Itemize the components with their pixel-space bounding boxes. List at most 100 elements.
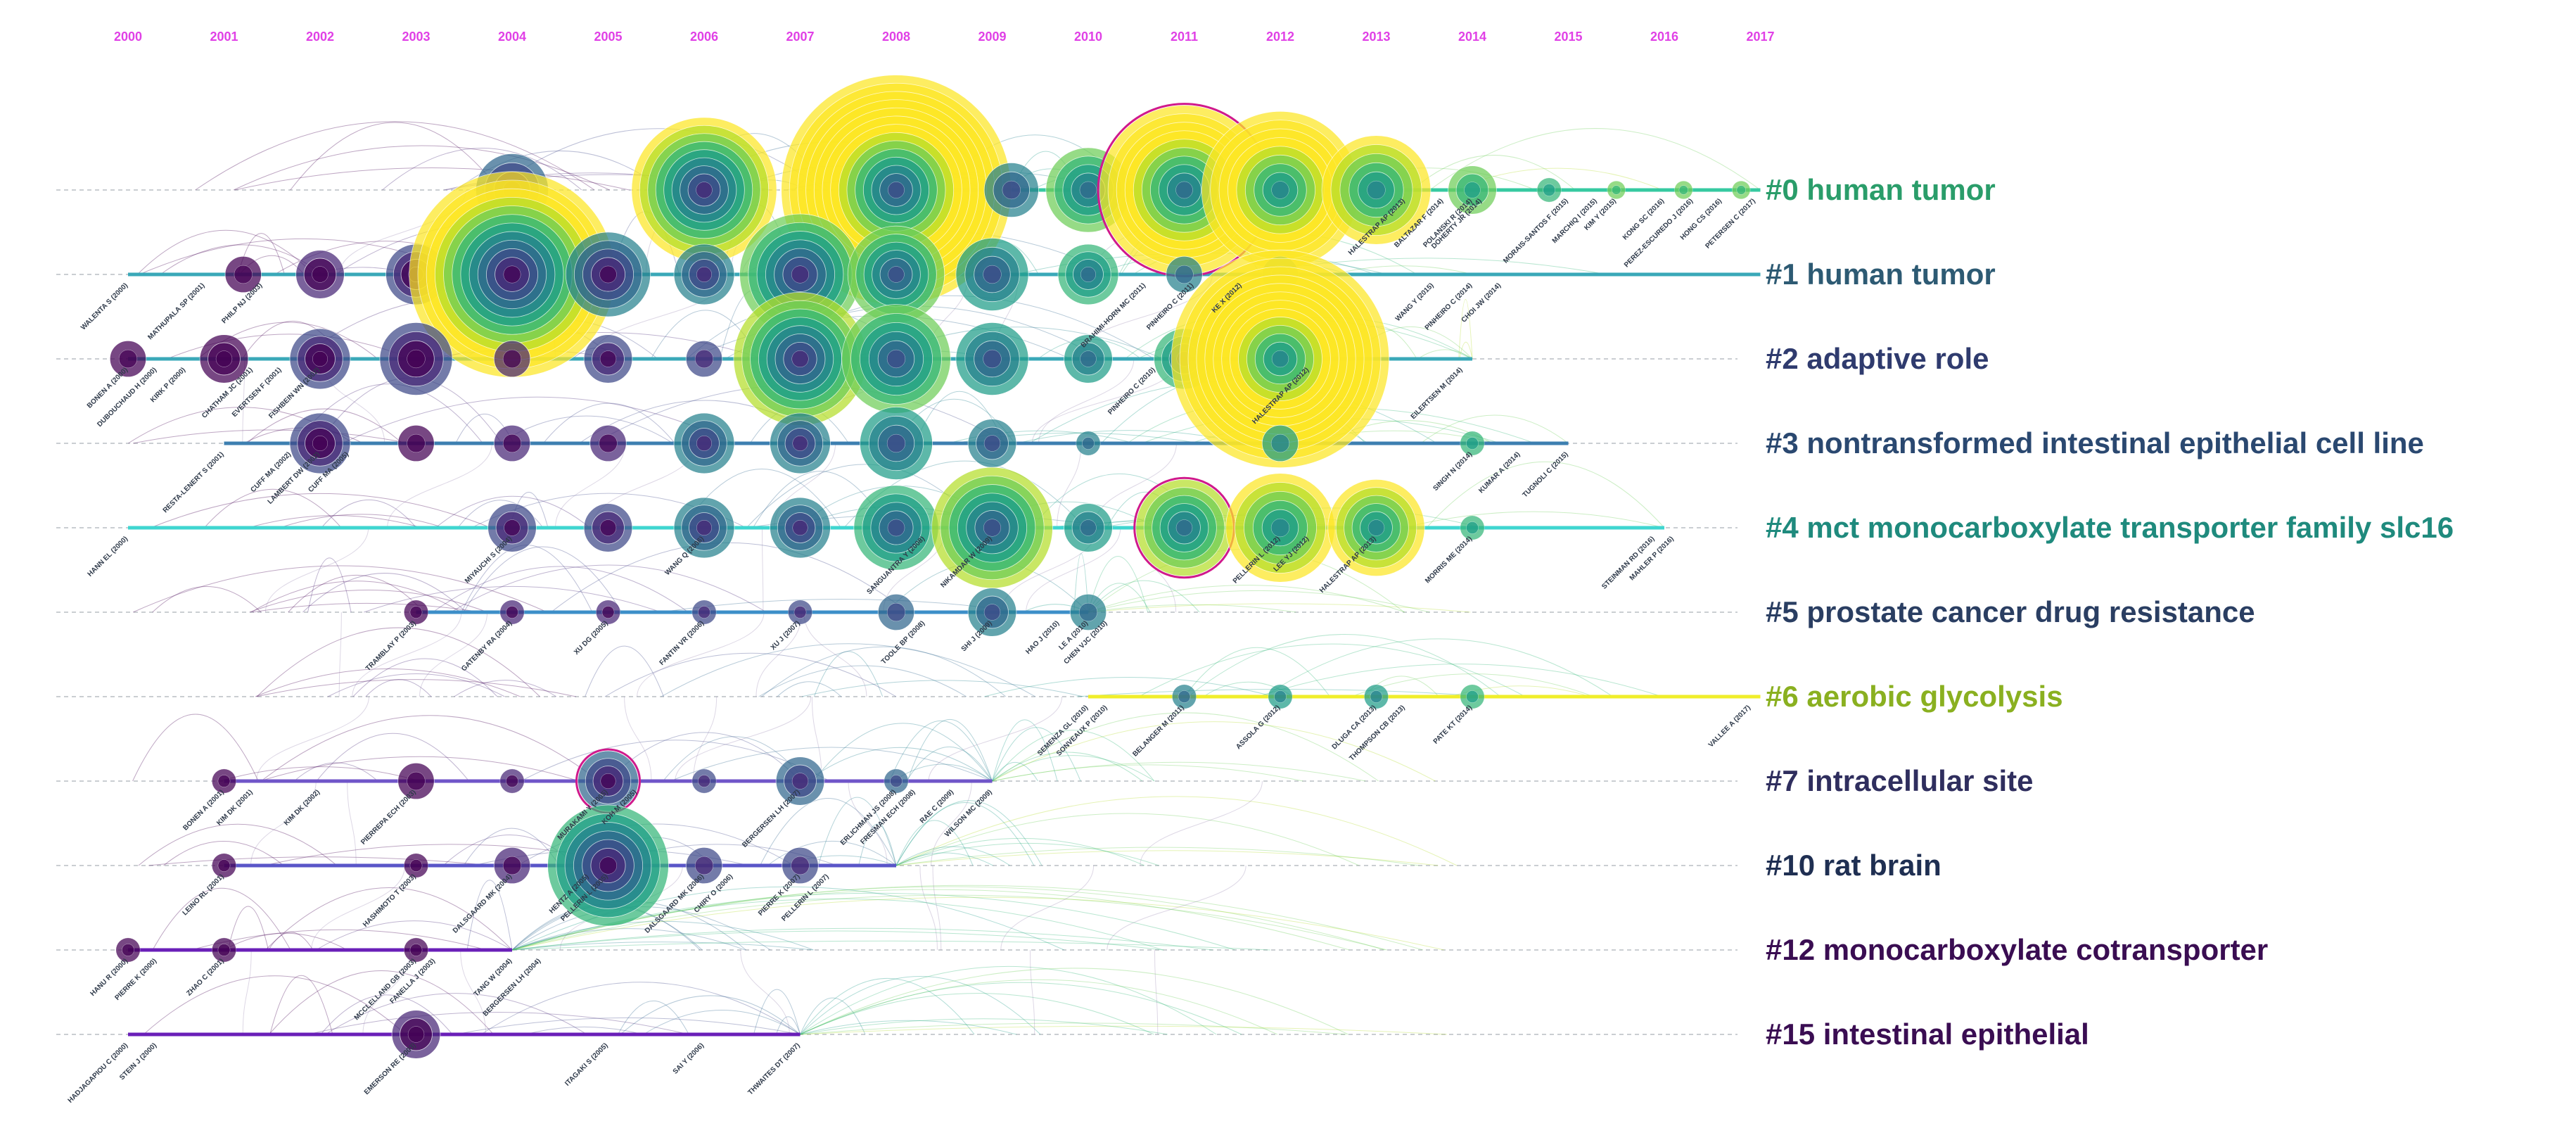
citation-node[interactable] bbox=[409, 171, 616, 378]
cluster-label[interactable]: #6 aerobic glycolysis bbox=[1766, 680, 2063, 713]
citation-node[interactable] bbox=[289, 328, 351, 390]
author-label[interactable]: HASHIMOTO T (2003) bbox=[362, 873, 418, 929]
author-label[interactable]: FANTIN VR (2006) bbox=[658, 619, 706, 667]
author-label[interactable]: XU J (2007) bbox=[770, 619, 802, 652]
citation-node[interactable] bbox=[547, 804, 669, 927]
author-label[interactable]: TRAMBLAY P (2003) bbox=[364, 619, 418, 673]
citation-node[interactable] bbox=[109, 340, 147, 378]
citation-node[interactable] bbox=[860, 407, 933, 481]
citation-node[interactable] bbox=[499, 600, 525, 625]
author-label[interactable]: RESTA-LENERT S (2001) bbox=[162, 450, 226, 514]
citation-node[interactable] bbox=[782, 847, 819, 885]
citation-node[interactable] bbox=[1607, 180, 1626, 200]
author-label[interactable]: SAI Y (2006) bbox=[672, 1041, 706, 1075]
author-label[interactable]: ITAGAKI S (2005) bbox=[563, 1041, 609, 1087]
citation-node[interactable] bbox=[499, 768, 525, 794]
citation-node[interactable] bbox=[955, 237, 1029, 311]
author-label[interactable]: BELANGER M (2011) bbox=[1131, 704, 1185, 758]
citation-node[interactable] bbox=[404, 937, 428, 963]
citation-node[interactable] bbox=[583, 334, 633, 384]
citation-node[interactable] bbox=[1261, 424, 1299, 462]
citation-node[interactable] bbox=[630, 116, 778, 264]
citation-node[interactable] bbox=[289, 412, 351, 474]
citation-node[interactable] bbox=[1732, 180, 1751, 200]
citation-node[interactable] bbox=[673, 243, 735, 305]
citation-node[interactable] bbox=[1172, 684, 1197, 709]
citation-node[interactable] bbox=[295, 250, 345, 299]
cluster-label[interactable]: #4 mct monocarboxylate transporter famil… bbox=[1766, 511, 2454, 544]
citation-node[interactable] bbox=[115, 937, 141, 963]
author-label[interactable]: WANG Y (2015) bbox=[1394, 281, 1436, 323]
citation-node[interactable] bbox=[673, 412, 735, 474]
citation-node[interactable] bbox=[565, 232, 651, 317]
citation-node[interactable] bbox=[397, 424, 435, 462]
author-label[interactable]: DALSGAARD MK (2004) bbox=[452, 873, 514, 934]
author-label[interactable]: WALENTA S (2000) bbox=[79, 281, 129, 331]
citation-node[interactable] bbox=[967, 419, 1017, 468]
author-label[interactable]: RAE C (2009) bbox=[919, 788, 955, 825]
citation-node[interactable] bbox=[199, 334, 249, 384]
citation-node[interactable] bbox=[884, 768, 909, 794]
citation-node[interactable] bbox=[212, 853, 236, 878]
citation-node[interactable] bbox=[1057, 243, 1119, 305]
author-label[interactable]: HADJAGAPIOU C (2000) bbox=[67, 1041, 130, 1105]
citation-node[interactable] bbox=[391, 1010, 441, 1059]
citation-node[interactable] bbox=[493, 424, 531, 462]
author-label[interactable]: GATENBY RA (2004) bbox=[460, 619, 514, 673]
cluster-label[interactable]: #0 human tumor bbox=[1766, 173, 1996, 206]
cluster-label[interactable]: #1 human tumor bbox=[1766, 258, 1996, 291]
citation-node[interactable] bbox=[212, 768, 236, 794]
citation-node[interactable] bbox=[955, 322, 1029, 395]
citation-node[interactable] bbox=[1076, 431, 1101, 456]
citation-node[interactable] bbox=[589, 424, 627, 462]
citation-node[interactable] bbox=[575, 748, 641, 814]
author-label[interactable]: KIM DK (2002) bbox=[283, 788, 321, 827]
citation-node[interactable] bbox=[931, 466, 1054, 590]
citation-node[interactable] bbox=[224, 255, 262, 293]
author-label[interactable]: BERGERSEN LH (2007) bbox=[741, 788, 801, 849]
cluster-label[interactable]: #2 adaptive role bbox=[1766, 342, 1989, 375]
citation-node[interactable] bbox=[487, 503, 537, 552]
citation-node[interactable] bbox=[1200, 110, 1360, 270]
citation-node[interactable] bbox=[1327, 478, 1427, 578]
citation-node[interactable] bbox=[967, 588, 1017, 637]
author-label[interactable]: THOMPSON CB (2013) bbox=[1348, 704, 1406, 762]
citation-node[interactable] bbox=[769, 496, 832, 559]
citation-node[interactable] bbox=[1536, 177, 1562, 203]
author-label[interactable]: PIERREPA ECH (2003) bbox=[359, 788, 417, 846]
citation-node[interactable] bbox=[404, 853, 428, 878]
citation-node[interactable] bbox=[1225, 472, 1337, 584]
citation-node[interactable] bbox=[583, 503, 633, 552]
citation-node[interactable] bbox=[733, 291, 867, 426]
cluster-label[interactable]: #12 monocarboxylate cotransporter bbox=[1766, 933, 2268, 966]
author-label[interactable]: MORRIS ME (2014) bbox=[1424, 535, 1474, 585]
author-label[interactable]: KUMAR A (2014) bbox=[1477, 450, 1522, 495]
author-label[interactable]: ZHAO C (2001) bbox=[185, 957, 225, 997]
citation-node[interactable] bbox=[877, 593, 915, 631]
citation-node[interactable] bbox=[1268, 684, 1293, 709]
citation-node[interactable] bbox=[1448, 165, 1497, 215]
cluster-label[interactable]: #10 rat brain bbox=[1766, 849, 1941, 882]
citation-node[interactable] bbox=[853, 484, 940, 571]
citation-node[interactable] bbox=[691, 600, 717, 625]
citation-node[interactable] bbox=[1460, 431, 1485, 456]
author-label[interactable]: MATHUPALA SP (2001) bbox=[146, 281, 206, 341]
author-label[interactable]: VALLEE A (2017) bbox=[1707, 704, 1752, 749]
citation-node[interactable] bbox=[775, 756, 825, 806]
author-label[interactable]: PATE KT (2014) bbox=[1432, 704, 1474, 745]
cluster-label[interactable]: #3 nontransformed intestinal epithelial … bbox=[1766, 426, 2424, 460]
citation-node[interactable] bbox=[1069, 593, 1107, 631]
citation-node[interactable] bbox=[212, 937, 236, 963]
citation-node[interactable] bbox=[493, 340, 531, 378]
citation-node[interactable] bbox=[672, 496, 736, 559]
citation-node[interactable] bbox=[493, 847, 531, 885]
citation-node[interactable] bbox=[685, 847, 723, 885]
citation-node[interactable] bbox=[1064, 334, 1113, 384]
citation-node[interactable] bbox=[1064, 503, 1113, 552]
citation-node[interactable] bbox=[1171, 249, 1390, 469]
citation-node[interactable] bbox=[397, 762, 435, 800]
citation-node[interactable] bbox=[1460, 684, 1485, 709]
citation-node[interactable] bbox=[847, 225, 945, 324]
author-label[interactable]: THWAITES DT (2007) bbox=[747, 1041, 802, 1096]
author-label[interactable]: XU DG (2005) bbox=[573, 619, 610, 657]
